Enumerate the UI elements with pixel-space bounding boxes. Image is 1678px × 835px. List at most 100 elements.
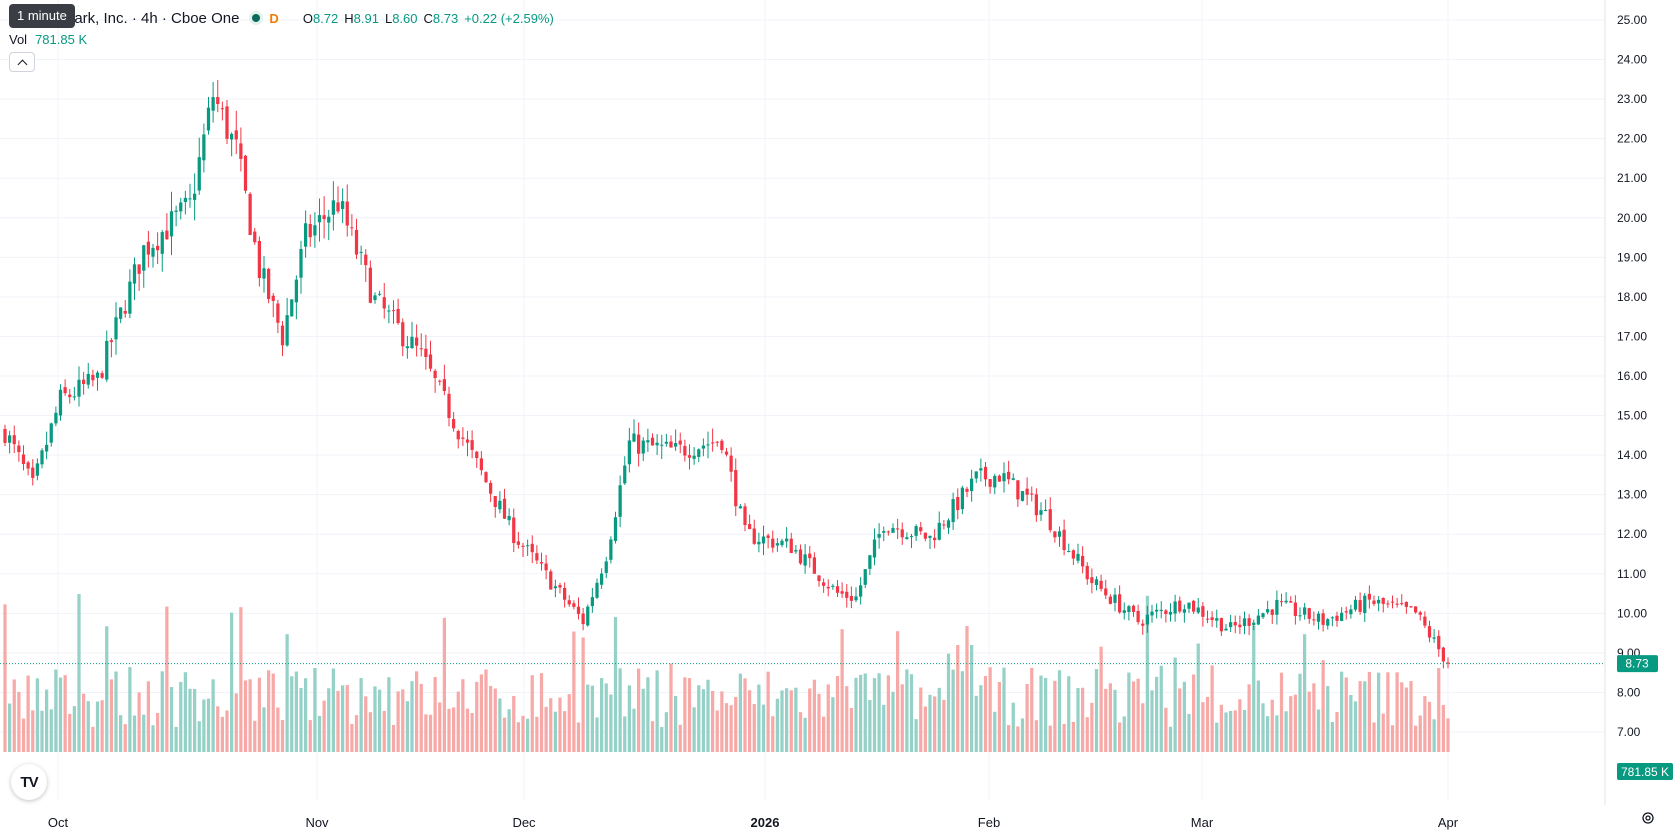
time-axis[interactable]: Oct Nov Dec 2026 Feb Mar Apr xyxy=(48,815,1459,830)
candle-body xyxy=(1349,609,1353,615)
market-status[interactable] xyxy=(249,11,264,25)
candle-body xyxy=(637,434,641,454)
candle-body xyxy=(146,241,150,255)
volume-bar xyxy=(230,612,234,752)
candle-body xyxy=(1090,577,1094,584)
volume-bar xyxy=(581,637,585,752)
candle-body xyxy=(419,348,423,350)
volume-bar xyxy=(1303,634,1307,752)
volume-bar xyxy=(475,681,479,752)
volume-bar xyxy=(859,674,863,752)
volume-bar xyxy=(17,691,21,752)
volume-bar xyxy=(243,680,248,752)
ohlc-values: O 8.72 H 8.91 L 8.60 C 8.73 xyxy=(297,11,458,26)
candle-body xyxy=(590,597,594,607)
volume-bar xyxy=(664,712,668,752)
price-tick-label: 22.00 xyxy=(1617,132,1647,146)
volume-bar xyxy=(373,686,377,752)
candle-body xyxy=(1164,610,1168,615)
candle-body xyxy=(373,295,377,301)
volume-bar xyxy=(248,679,252,752)
candle-body xyxy=(1150,611,1154,616)
volume-bar xyxy=(442,617,446,752)
candle-body xyxy=(484,472,488,483)
volume-bar xyxy=(1326,686,1330,752)
volume-bar xyxy=(206,698,211,752)
candle-body xyxy=(327,216,331,223)
high-label: H xyxy=(344,10,354,26)
volume-bar xyxy=(539,673,544,752)
candle-body xyxy=(974,471,978,479)
volume-bar xyxy=(937,687,941,752)
volume-bar xyxy=(419,683,423,752)
market-open-icon xyxy=(249,11,264,25)
volume-bar xyxy=(327,688,331,752)
volume-bar xyxy=(211,679,215,752)
volume-bar xyxy=(1094,669,1099,752)
candle-body xyxy=(475,451,479,459)
candle-body xyxy=(706,444,710,446)
gear-icon[interactable] xyxy=(1641,811,1655,825)
volume-bar xyxy=(1076,687,1080,752)
volume-bar xyxy=(780,690,784,752)
candle-body xyxy=(1340,612,1344,622)
volume-bar xyxy=(1344,677,1348,752)
volume-bar xyxy=(655,670,659,752)
candle-body xyxy=(3,428,7,443)
candle-body xyxy=(1025,488,1029,495)
candle-body xyxy=(1067,550,1071,552)
candle-body xyxy=(757,541,761,545)
candle-body xyxy=(470,440,474,450)
tradingview-logo-icon[interactable]: TV xyxy=(11,764,47,800)
volume-bar xyxy=(188,688,192,752)
volume-bar xyxy=(1030,667,1034,752)
candle-body xyxy=(336,202,340,212)
candlesticks xyxy=(3,79,1450,669)
candle-body xyxy=(1266,609,1270,613)
candle-body xyxy=(95,372,100,378)
volume-bar xyxy=(1164,707,1168,752)
volume-bar xyxy=(572,631,576,752)
volume-bar xyxy=(354,715,359,752)
candle-body xyxy=(1196,607,1200,613)
candle-body xyxy=(498,500,502,510)
candle-body xyxy=(1127,606,1131,612)
candle-body xyxy=(1159,609,1163,612)
candle-body xyxy=(82,379,86,385)
volume-bar xyxy=(45,689,49,752)
collapse-legend-button[interactable] xyxy=(9,52,35,72)
volume-bar xyxy=(674,695,678,752)
candle-body xyxy=(521,545,525,547)
candle-body xyxy=(1367,593,1371,600)
volume-bar xyxy=(711,691,715,752)
volume-bar xyxy=(512,695,516,752)
candle-body xyxy=(322,215,326,220)
candle-body xyxy=(1141,623,1145,626)
candle-body xyxy=(8,435,12,443)
candle-body xyxy=(789,538,793,553)
volume-bar xyxy=(609,694,613,752)
candle-body xyxy=(1307,608,1311,619)
candle-body xyxy=(382,297,386,309)
candle-body xyxy=(290,299,294,317)
volume-bar xyxy=(613,616,618,752)
volume-bar xyxy=(257,677,261,752)
delay-flag[interactable]: D xyxy=(269,10,279,26)
price-axis[interactable]: 25.00 24.00 23.00 22.00 21.00 20.00 19.00 18.00… xyxy=(1617,13,1647,739)
candle-body xyxy=(26,462,30,469)
volume-bar xyxy=(308,720,312,752)
candle-body xyxy=(1044,509,1048,511)
candle-body xyxy=(391,310,396,312)
symbol-title[interactable]: park, Inc. · 4h · Cboe One xyxy=(66,9,240,27)
volume-bar xyxy=(553,711,557,752)
volume-bar xyxy=(415,671,419,752)
price-tick-label: 11.00 xyxy=(1617,567,1646,581)
candle-body xyxy=(664,441,668,444)
candle-body xyxy=(997,475,1001,482)
volume-bar xyxy=(1178,688,1182,752)
volume-bar xyxy=(1201,702,1205,752)
volume-bar xyxy=(1210,665,1214,752)
candle-body xyxy=(567,600,571,605)
volume-bar xyxy=(1381,713,1385,752)
